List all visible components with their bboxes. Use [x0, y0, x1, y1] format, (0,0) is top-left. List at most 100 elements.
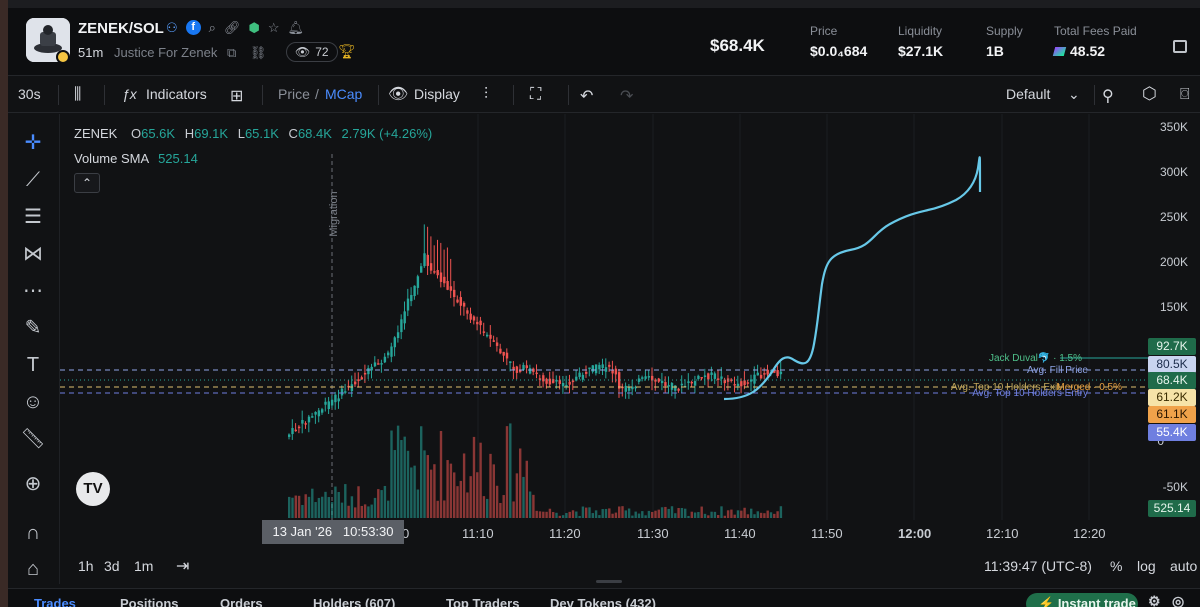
shield-icon[interactable]: ⬢	[248, 20, 260, 35]
tab-holders[interactable]: Holders (607)	[313, 596, 396, 607]
volume-bar	[420, 426, 423, 518]
time-axis[interactable]: 0 11:10 11:20 11:30 11:40 11:50 12:00 12…	[60, 520, 1148, 546]
tab-top-traders[interactable]: Top Traders	[446, 596, 520, 607]
range-1m[interactable]: 1m	[134, 558, 154, 574]
chevron-down-icon[interactable]: ⌄	[1068, 86, 1080, 102]
magnet-icon[interactable]: ∩	[25, 522, 41, 544]
candle-type-icon[interactable]: ⫼	[74, 86, 82, 103]
emoji-icon[interactable]: ☺	[22, 391, 44, 413]
drawing-curve[interactable]	[723, 156, 982, 401]
pair-name[interactable]: ZENEK/SOL	[78, 20, 164, 37]
candle-body	[766, 369, 769, 375]
legend-symbol: ZENEK	[74, 126, 118, 141]
price-toggle[interactable]: Price	[278, 86, 310, 102]
projection-icon[interactable]: ⋯	[23, 280, 43, 302]
candle-body	[535, 372, 538, 375]
mcap-toggle[interactable]: MCap	[325, 86, 363, 102]
candle-body	[591, 365, 594, 372]
candle-body	[654, 379, 657, 382]
collapse-legend-button[interactable]: ⌃	[74, 173, 100, 193]
volume-bar	[297, 495, 301, 518]
avg-fill-label: Avg. Fill Price	[1027, 365, 1088, 376]
link-icon[interactable]: 🔗︎	[223, 20, 241, 35]
token-age: 51m	[78, 45, 104, 60]
redo-icon[interactable]: ↷	[620, 88, 634, 105]
candle-body	[700, 377, 703, 379]
candle-body	[406, 298, 410, 311]
y-tick: 0	[1157, 434, 1164, 448]
range-1h[interactable]: 1h	[78, 558, 94, 574]
brush-icon[interactable]: ✎	[24, 317, 42, 339]
range-3d[interactable]: 3d	[104, 558, 120, 574]
bell-icon[interactable]: 🔔︎	[287, 20, 304, 35]
star-icon[interactable]: ☆	[267, 20, 280, 35]
volume-bar	[726, 510, 730, 518]
candle-body	[707, 373, 710, 380]
candle-body	[459, 297, 462, 306]
pattern-icon[interactable]: ⋈	[23, 243, 43, 265]
auto-toggle[interactable]: auto	[1170, 558, 1198, 574]
volume-bar	[773, 513, 776, 518]
volume-bar	[387, 500, 390, 518]
eye-icon[interactable]: 👁︎	[388, 86, 409, 103]
tab-orders[interactable]: Orders	[220, 596, 263, 607]
candle-body	[288, 434, 291, 437]
search-icon[interactable]: ⌕	[208, 20, 216, 35]
layout-select[interactable]: Default	[1006, 86, 1051, 102]
fx-icon[interactable]: ƒx	[122, 86, 137, 102]
volume-bar	[433, 464, 436, 518]
text-icon[interactable]: T	[26, 354, 40, 376]
candle-body	[515, 366, 519, 373]
trophy-icon[interactable]: 🏆︎	[338, 43, 356, 59]
copy-icon[interactable]: ⧉	[226, 45, 237, 60]
quick-search-icon[interactable]: ⚲	[1102, 88, 1114, 105]
instant-trade-button[interactable]: ⚡ Instant trade	[1026, 593, 1138, 607]
facebook-icon[interactable]: f	[185, 20, 201, 35]
tab-positions[interactable]: Positions	[120, 596, 179, 607]
tab-dev-tokens[interactable]: Dev Tokens (432)	[550, 596, 656, 607]
clock-readout[interactable]: 11:39:47 (UTC-8)	[984, 558, 1092, 574]
templates-icon[interactable]: ⊞	[230, 88, 244, 105]
crosshair-icon[interactable]: ✛	[24, 132, 42, 154]
candle-body	[396, 332, 400, 338]
camera-icon[interactable]: ⌼	[1180, 86, 1190, 103]
date-range-icon[interactable]: ⇥	[176, 558, 190, 575]
price-chart[interactable]: Migration Jack Duval🐬 · 1.5% Avg. Fill P…	[60, 114, 1148, 544]
viewers-pill[interactable]: 👁︎ 72	[286, 42, 338, 62]
stat-liquidity: Liquidity $27.1K	[898, 24, 943, 59]
fib-icon[interactable]: ☰	[24, 206, 42, 228]
display-button[interactable]: Display	[414, 86, 460, 102]
bottom-tabs: Trades Positions Orders Holders (607) To…	[8, 588, 1200, 607]
indicators-button[interactable]: Indicators	[146, 86, 207, 102]
fullscreen-icon[interactable]: ⛶	[530, 86, 542, 103]
undo-icon[interactable]: ↶	[580, 88, 594, 105]
volume-bar	[710, 511, 713, 518]
tradingview-logo[interactable]: TV	[76, 472, 110, 506]
candle-body	[631, 386, 634, 390]
resize-handle[interactable]	[596, 580, 622, 583]
interval-button[interactable]: 30s	[18, 86, 41, 102]
percent-toggle[interactable]: %	[1110, 558, 1123, 574]
panel-toggle-icon[interactable]	[1173, 40, 1187, 53]
chart-canvas[interactable]: Migration Jack Duval🐬 · 1.5% Avg. Fill P…	[60, 114, 1148, 520]
tab-trades[interactable]: Trades	[34, 596, 76, 607]
candle-body	[575, 376, 578, 381]
legend-low-key: L	[237, 126, 245, 141]
settings-sliders-icon[interactable]: ⫶	[484, 86, 489, 103]
log-toggle[interactable]: log	[1137, 558, 1156, 574]
price-axis[interactable]: 350K 300K 250K 200K 150K 0 -50K 92.7K 80…	[1148, 114, 1200, 544]
lock-drawings-icon[interactable]: ⌂	[26, 558, 40, 580]
zoom-in-icon[interactable]: ⊕	[24, 473, 42, 495]
volume-bar	[393, 450, 396, 518]
settings-gear-icon[interactable]: ⬡	[1142, 84, 1157, 103]
community-icon[interactable]: ⚇	[166, 20, 178, 35]
trend-line-icon[interactable]: ⟋	[26, 169, 40, 191]
settings-gear-icon[interactable]: ⚙	[1148, 593, 1161, 607]
candle-body	[693, 381, 697, 386]
help-icon[interactable]: ◎	[1172, 593, 1185, 607]
candle-body	[426, 254, 429, 266]
link-icon[interactable]: ⛓︎	[249, 45, 267, 60]
divider	[1094, 85, 1095, 105]
candle-body	[443, 276, 446, 284]
ruler-icon[interactable]: 📏︎	[20, 428, 46, 450]
